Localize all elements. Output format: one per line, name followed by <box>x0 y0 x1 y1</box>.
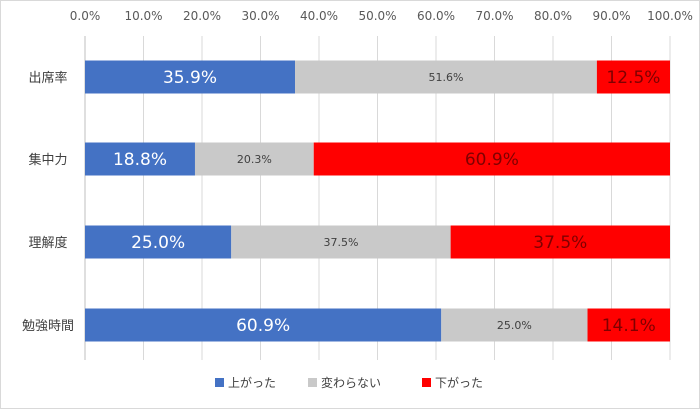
data-label: 60.9% <box>236 316 290 336</box>
x-tick-label: 0.0% <box>70 9 101 23</box>
category-label: 理解度 <box>28 235 67 251</box>
x-tick-label: 70.0% <box>475 9 513 23</box>
x-tick-label: 60.0% <box>417 9 455 23</box>
bar-segment <box>587 308 670 342</box>
data-label: 20.3% <box>237 153 272 166</box>
x-tick-label: 20.0% <box>183 9 221 23</box>
x-tick-label: 30.0% <box>241 9 279 23</box>
bar-segment <box>441 308 588 342</box>
legend-label: 上がった <box>228 375 276 390</box>
bar-segment <box>313 142 670 176</box>
data-label: 60.9% <box>465 150 519 170</box>
legend-label: 変わらない <box>321 375 381 390</box>
data-label: 12.5% <box>606 68 660 88</box>
legend-swatch <box>308 378 317 387</box>
category-label: 勉強時間 <box>22 319 74 334</box>
data-label: 37.5% <box>323 236 358 249</box>
x-tick-label: 80.0% <box>534 9 572 23</box>
bar-segment <box>194 142 314 176</box>
bar-segment <box>85 308 442 342</box>
data-label: 37.5% <box>533 233 587 253</box>
x-tick-label: 100.0% <box>647 9 693 23</box>
legend-swatch <box>422 378 431 387</box>
bar-segment <box>85 225 232 259</box>
category-label: 出席率 <box>28 70 67 86</box>
data-label: 35.9% <box>163 68 217 88</box>
data-label: 25.0% <box>497 319 532 332</box>
x-tick-label: 50.0% <box>358 9 396 23</box>
bar-segment <box>85 142 195 176</box>
data-label: 51.6% <box>428 71 463 84</box>
legend-label: 下がった <box>435 375 483 390</box>
data-label: 14.1% <box>602 316 656 336</box>
bar-segment <box>295 60 597 94</box>
bar-segment <box>450 225 670 259</box>
data-label: 25.0% <box>131 233 185 253</box>
bar-segment <box>231 225 451 259</box>
x-tick-label: 10.0% <box>124 9 162 23</box>
x-tick-label: 90.0% <box>592 9 630 23</box>
category-label: 集中力 <box>28 152 67 168</box>
bar-segment <box>596 60 670 94</box>
bar-segment <box>85 60 296 94</box>
legend-swatch <box>215 378 224 387</box>
x-tick-label: 40.0% <box>300 9 338 23</box>
data-label: 18.8% <box>113 150 167 170</box>
